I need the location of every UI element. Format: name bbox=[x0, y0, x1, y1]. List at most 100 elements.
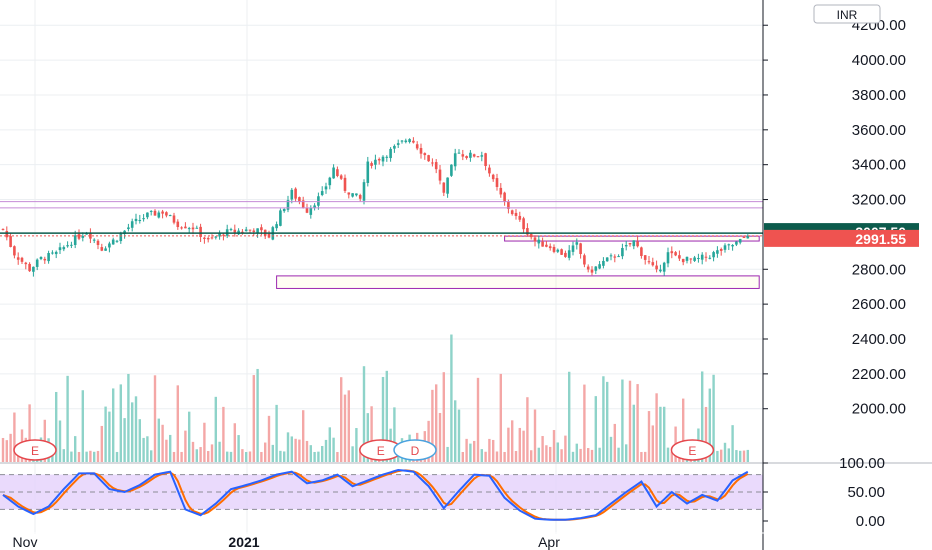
candle-body bbox=[457, 152, 461, 154]
volume-bar bbox=[484, 451, 487, 462]
volume-bar bbox=[397, 451, 400, 462]
volume-bar bbox=[332, 437, 335, 462]
price-tick-label: 2200.00 bbox=[852, 366, 906, 383]
volume-bar bbox=[62, 449, 65, 462]
candle-body bbox=[279, 210, 282, 226]
candle-body bbox=[111, 239, 115, 245]
event-marker-label: E bbox=[31, 444, 39, 458]
volume-bar bbox=[511, 420, 514, 462]
candle-body bbox=[681, 258, 685, 263]
candle-body bbox=[320, 191, 324, 195]
volume-bar bbox=[347, 390, 350, 462]
candle-body bbox=[92, 239, 96, 241]
volume-bar bbox=[355, 428, 358, 462]
volume-bar bbox=[146, 436, 149, 462]
volume-bar bbox=[381, 376, 385, 462]
candle-body bbox=[685, 256, 689, 261]
candle-body bbox=[613, 256, 617, 258]
volume-bar bbox=[537, 447, 540, 462]
candle-body bbox=[529, 234, 533, 238]
volume-bar bbox=[112, 388, 115, 462]
time-axis[interactable]: Nov 2021 Apr bbox=[0, 532, 932, 550]
volume-bar bbox=[96, 450, 100, 462]
volume-bar bbox=[385, 370, 388, 462]
candle-body bbox=[461, 154, 465, 157]
candle-body bbox=[697, 258, 700, 260]
volume-bar bbox=[435, 384, 438, 462]
support-zone bbox=[504, 235, 760, 242]
candle-body bbox=[301, 200, 305, 208]
candle-body bbox=[434, 162, 438, 170]
candle-body bbox=[522, 218, 525, 230]
volume-bar bbox=[552, 430, 556, 462]
candle-body bbox=[355, 193, 358, 196]
candle-body bbox=[362, 182, 366, 201]
candle-body bbox=[632, 240, 636, 247]
volume-bar bbox=[241, 449, 244, 462]
candle-body bbox=[495, 178, 499, 187]
event-marker bbox=[393, 439, 437, 461]
volume-bar bbox=[351, 446, 354, 462]
candle-body bbox=[286, 200, 290, 210]
volume-bar bbox=[324, 439, 328, 462]
volume-bar bbox=[343, 394, 347, 462]
volume-bar bbox=[237, 435, 240, 462]
price-tick-label: 3200.00 bbox=[852, 192, 906, 209]
candle-body bbox=[514, 212, 518, 216]
price-axis[interactable]: 4200.004000.003800.003600.003400.003200.… bbox=[762, 0, 906, 550]
volume-bar bbox=[89, 450, 92, 462]
volume-bar bbox=[518, 427, 521, 462]
volume-bar bbox=[362, 366, 366, 462]
volume-bar bbox=[340, 377, 343, 462]
candle-body bbox=[229, 229, 233, 231]
candle-body bbox=[172, 215, 176, 223]
volume-bar bbox=[294, 438, 297, 462]
candle-body bbox=[651, 262, 655, 266]
event-marker bbox=[13, 439, 57, 461]
candle-body bbox=[218, 233, 221, 237]
volume-bar bbox=[161, 424, 164, 462]
candle-body bbox=[438, 169, 442, 181]
currency-badge[interactable]: INR bbox=[813, 4, 881, 24]
candle-body bbox=[47, 253, 50, 262]
candle-body bbox=[305, 207, 309, 213]
volume-bar bbox=[442, 372, 445, 462]
candle-body bbox=[138, 220, 142, 222]
volume-bar bbox=[739, 450, 742, 462]
volume-bar bbox=[663, 406, 666, 462]
volume-bar bbox=[727, 448, 730, 462]
candle-body bbox=[484, 153, 487, 166]
volume-bar bbox=[13, 412, 16, 462]
volume-bar bbox=[476, 377, 480, 462]
candle-body bbox=[62, 247, 66, 250]
time-label: Nov bbox=[13, 534, 38, 550]
volume-bar bbox=[260, 451, 263, 462]
candle-body bbox=[358, 195, 362, 199]
stoch-tick-label: 50.00 bbox=[847, 484, 885, 501]
candle-body bbox=[328, 177, 332, 186]
volume-bar bbox=[465, 438, 468, 462]
volume-bar bbox=[670, 451, 673, 462]
volume-bar bbox=[248, 451, 252, 462]
volume-bar bbox=[655, 393, 658, 462]
volume-bar bbox=[305, 440, 309, 462]
candle-body bbox=[149, 210, 153, 212]
stoch-tick-label: 0.00 bbox=[856, 513, 885, 530]
candle-body bbox=[491, 174, 495, 180]
volume-bar bbox=[104, 406, 107, 462]
candle-body bbox=[602, 260, 605, 266]
candle-body bbox=[298, 197, 301, 202]
candle-body bbox=[708, 257, 712, 259]
time-label: Apr bbox=[538, 534, 560, 550]
volume-bar bbox=[172, 451, 176, 462]
volume-bar bbox=[309, 445, 312, 462]
candle-body bbox=[727, 244, 731, 246]
candle-body bbox=[347, 192, 351, 195]
volume-bar bbox=[651, 425, 654, 462]
candle-body bbox=[605, 257, 609, 262]
candle-body bbox=[617, 256, 620, 258]
volume-bar bbox=[587, 448, 590, 462]
volume-bar bbox=[480, 449, 483, 462]
